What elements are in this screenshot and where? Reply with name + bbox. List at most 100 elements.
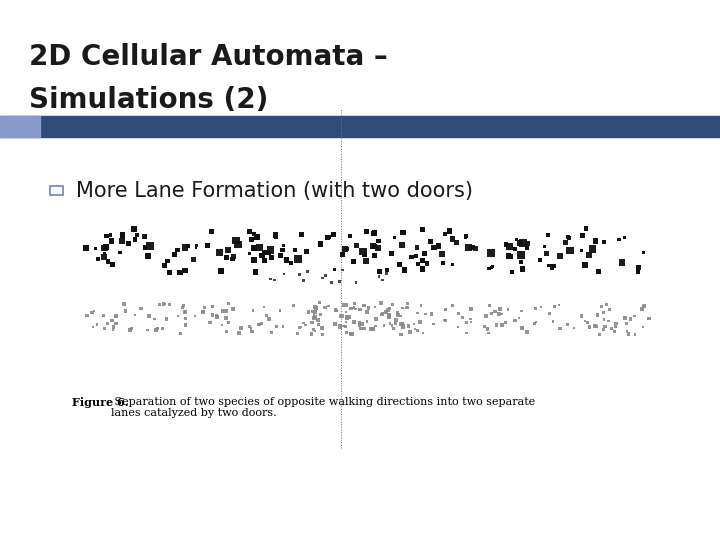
Point xyxy=(159,300,171,308)
Point xyxy=(437,259,449,267)
Point xyxy=(126,325,138,333)
Point xyxy=(277,241,289,249)
Point xyxy=(235,323,247,332)
Point xyxy=(390,319,401,328)
Point xyxy=(179,308,191,316)
Point xyxy=(269,231,281,239)
Point xyxy=(420,309,431,318)
Point xyxy=(417,265,428,273)
Point xyxy=(207,302,218,311)
Point xyxy=(413,260,424,268)
Point xyxy=(350,305,361,313)
Point xyxy=(243,249,255,258)
Point xyxy=(341,313,353,322)
Point xyxy=(583,251,595,260)
Point xyxy=(560,238,572,247)
Point xyxy=(102,320,114,328)
Point xyxy=(593,330,605,339)
Point xyxy=(356,320,368,328)
Point xyxy=(402,303,413,312)
Point xyxy=(215,267,227,275)
Point xyxy=(256,319,267,328)
Point xyxy=(207,310,218,319)
Point xyxy=(554,324,566,333)
Point xyxy=(421,259,433,268)
Point xyxy=(341,314,353,322)
Point xyxy=(485,309,497,318)
Point xyxy=(592,310,603,319)
Point xyxy=(361,317,373,326)
Point xyxy=(251,233,263,241)
Point xyxy=(619,314,631,323)
Point xyxy=(110,319,122,328)
Point xyxy=(307,307,319,316)
Point xyxy=(636,305,648,314)
Point xyxy=(616,258,628,267)
Point xyxy=(426,310,437,319)
Point xyxy=(577,231,588,240)
Point xyxy=(387,325,399,333)
Point xyxy=(120,307,131,315)
Point xyxy=(312,315,323,324)
Point xyxy=(483,264,495,273)
Point xyxy=(278,269,289,278)
Point xyxy=(457,313,469,322)
Point xyxy=(163,301,175,309)
Point xyxy=(564,233,575,242)
Point xyxy=(509,245,521,253)
Point xyxy=(347,257,359,266)
Point xyxy=(277,322,289,330)
Point xyxy=(266,328,277,337)
Point xyxy=(305,330,317,339)
Point xyxy=(223,318,235,327)
Point xyxy=(438,316,450,325)
Point xyxy=(618,233,630,241)
Point xyxy=(397,228,409,237)
Point xyxy=(388,233,400,242)
Point xyxy=(399,266,410,274)
Point xyxy=(637,323,649,332)
Point xyxy=(369,302,381,311)
Point xyxy=(632,268,644,276)
Point xyxy=(426,237,437,245)
Point xyxy=(414,318,426,326)
Point xyxy=(99,253,110,261)
Point xyxy=(128,225,140,233)
Bar xyxy=(50,186,63,195)
Point xyxy=(505,268,517,276)
Point xyxy=(315,310,326,319)
Point xyxy=(490,307,501,315)
Point xyxy=(598,315,610,324)
Point xyxy=(359,301,370,310)
Point xyxy=(410,252,422,260)
Point xyxy=(129,310,140,319)
Point xyxy=(179,243,191,252)
Point xyxy=(100,243,112,252)
Point xyxy=(98,312,109,320)
Point xyxy=(256,251,268,260)
Point xyxy=(243,322,255,330)
Point xyxy=(351,241,362,249)
Point xyxy=(610,322,621,331)
Point xyxy=(265,246,276,254)
Point xyxy=(253,320,265,328)
Point xyxy=(247,306,258,315)
Point xyxy=(500,240,512,249)
Point xyxy=(397,319,408,328)
Point xyxy=(248,255,259,264)
Point xyxy=(604,305,616,314)
Point xyxy=(292,329,303,338)
Point xyxy=(336,312,347,320)
Point xyxy=(348,318,360,326)
Point xyxy=(395,312,407,321)
Point xyxy=(90,244,102,253)
Point xyxy=(590,322,601,330)
Point xyxy=(546,264,558,272)
Point xyxy=(316,324,328,333)
Point xyxy=(104,231,116,240)
Point xyxy=(99,244,110,253)
Point xyxy=(125,326,136,335)
Point xyxy=(254,244,266,252)
Point xyxy=(317,274,328,282)
Point xyxy=(315,240,326,248)
